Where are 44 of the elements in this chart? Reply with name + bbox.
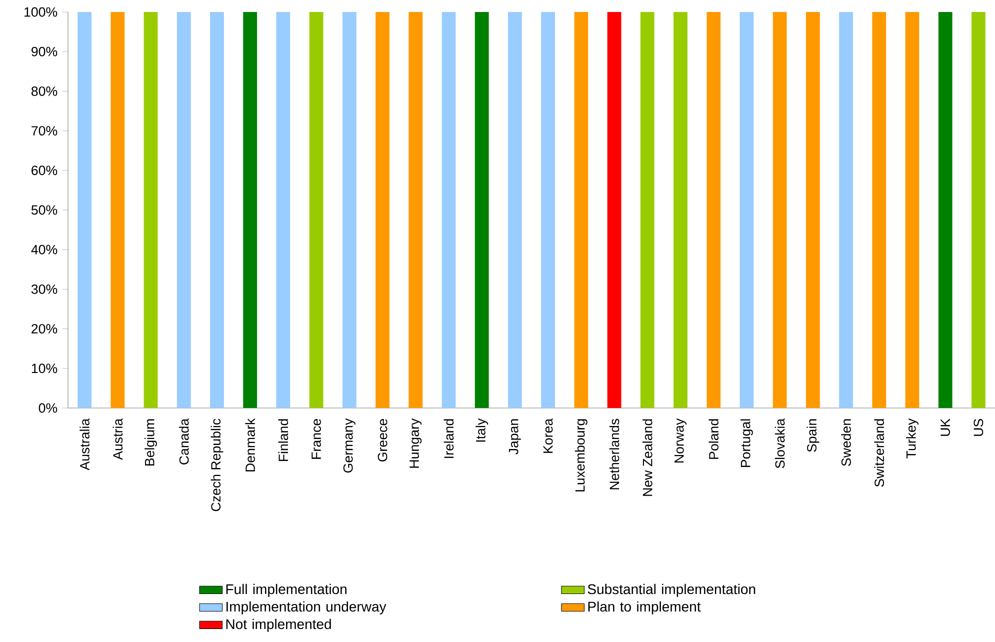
y-tick-label: 10% <box>32 364 58 374</box>
x-tick-label: Japan <box>508 419 521 455</box>
y-tick-label: 0% <box>38 403 58 413</box>
x-tick-label: US <box>974 419 984 436</box>
y-tick-label: 40% <box>31 244 58 254</box>
x-tick-label: Sweden <box>841 419 851 466</box>
x-tick-label: Slovakia <box>774 418 785 468</box>
x-tick-label: New Zealand <box>642 419 652 496</box>
x-tick-label: Greece <box>378 419 388 462</box>
x-tick-label: Denmark <box>245 418 255 472</box>
x-tick-label: Belgium <box>144 419 157 466</box>
y-tick-label: 30% <box>31 284 58 294</box>
x-tick-label: Turkey <box>906 418 918 458</box>
x-tick-label: Canada <box>178 418 189 464</box>
x-tick-label: Australia <box>80 418 90 470</box>
x-tick-label: Germany <box>343 418 356 473</box>
x-tick-label: UK <box>940 418 950 436</box>
legend-label: Full implementation <box>226 584 346 597</box>
y-tick-label: 50% <box>31 205 58 215</box>
x-tick-label: Norway <box>674 418 686 463</box>
x-tick-label: Spain <box>806 419 820 452</box>
x-tick-label: Luxembourg <box>574 419 588 492</box>
y-tick-label: 70% <box>32 126 58 136</box>
x-tick-label: Poland <box>708 419 718 459</box>
x-tick-label: Hungary <box>410 418 422 468</box>
x-tick-label: Czech Republic <box>210 418 224 512</box>
y-tick-label: 60% <box>32 166 58 176</box>
x-tick-label: Austria <box>112 418 123 460</box>
y-tick-label: 90% <box>32 46 58 56</box>
legend-label: Implementation underway <box>226 601 386 614</box>
x-tick-label: Switzerland <box>874 419 884 487</box>
legend-label: Substantial implementation <box>588 584 756 597</box>
x-tick-label: Finland <box>278 419 288 462</box>
legend-label: Not implemented <box>226 618 331 632</box>
x-tick-label: Italy <box>476 418 488 442</box>
x-tick-label: France <box>312 419 321 459</box>
x-tick-label: Ireland <box>444 419 454 458</box>
y-tick-label: 20% <box>32 324 58 334</box>
y-tick-label: 80% <box>31 86 58 96</box>
x-tick-label: Netherlands <box>609 418 620 490</box>
legend-label: Plan to implement <box>588 601 701 614</box>
x-tick-label: Portugal <box>740 419 753 467</box>
y-tick-label: 100% <box>24 7 58 17</box>
x-tick-label: Korea <box>543 418 553 453</box>
